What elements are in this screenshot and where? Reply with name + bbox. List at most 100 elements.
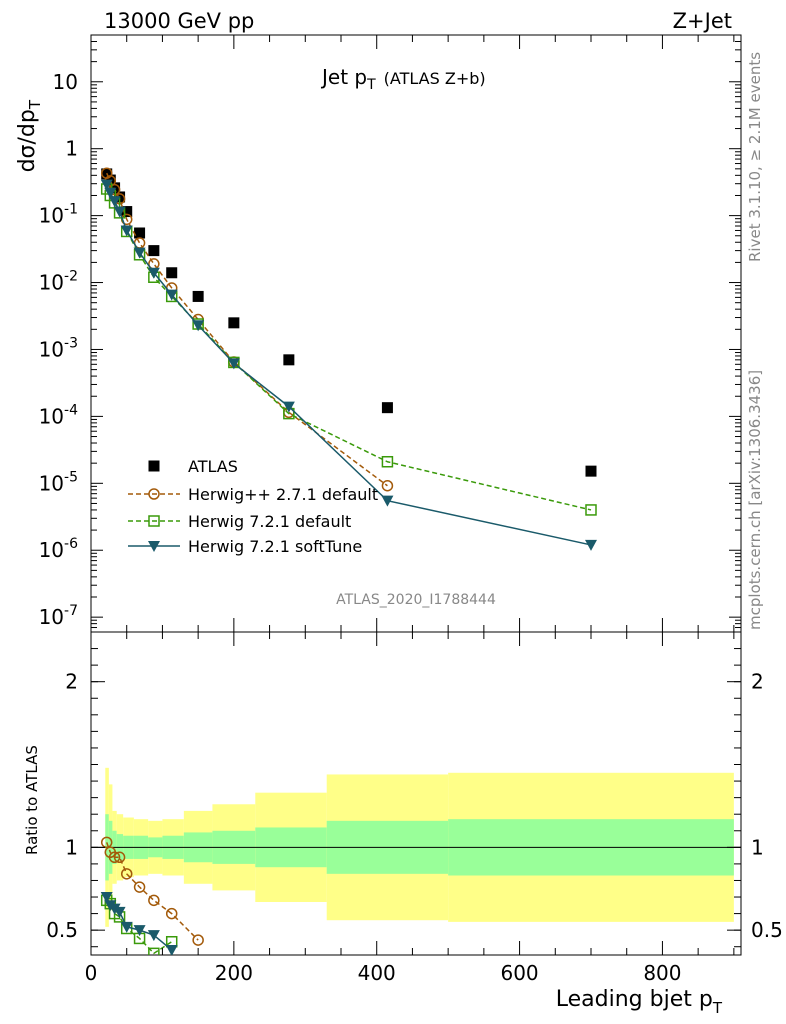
point-square	[585, 504, 597, 516]
legend-label: Herwig 7.2.1 softTune	[188, 537, 362, 556]
point-triangle	[165, 289, 178, 301]
ratio-point-triangle	[165, 945, 178, 955]
ratio-point-square	[148, 947, 160, 955]
legend-entry-circle: Herwig++ 2.7.1 default	[128, 485, 378, 504]
header-right: Z+Jet	[673, 9, 732, 33]
ratio-y-tick-label-right: 1	[751, 835, 764, 859]
tick-base: 10	[39, 404, 64, 428]
point-triangle	[113, 206, 126, 218]
legend-entry-data: ATLAS	[148, 457, 238, 476]
ratio-y-tick-label-right: 2	[751, 670, 764, 694]
tick-exponent: -4	[64, 402, 78, 418]
mcplots-label: mcplots.cern.ch [arXiv:1306.3436]	[746, 370, 764, 630]
ratio-series-circle	[100, 836, 204, 946]
main-y-tick-label: 10-2	[39, 269, 78, 295]
point-triangle	[227, 358, 240, 370]
point-data	[585, 465, 597, 477]
point-triangle	[192, 320, 205, 332]
rivet-label: Rivet 3.1.10, ≥ 2.1M events	[746, 52, 764, 262]
ratio-point-triangle	[113, 906, 126, 918]
main-title-sub: T	[366, 77, 376, 93]
main-y-tick-label: 10-4	[39, 402, 79, 428]
tick-base: 10	[39, 471, 64, 495]
point-triangle	[585, 539, 597, 551]
main-y-tick-label: 10	[53, 70, 78, 94]
point-triangle	[120, 225, 133, 237]
x-tick-label: 200	[215, 961, 253, 985]
legend-entry-square: Herwig 7.2.1 default	[128, 512, 351, 531]
ratio-panel-frame	[90, 631, 742, 956]
point-data	[121, 206, 133, 218]
ratio-point-triangle	[133, 925, 146, 937]
legend-label: Herwig 7.2.1 default	[188, 512, 351, 531]
ratio-point-circle	[120, 868, 133, 880]
ratio-point-triangle	[147, 930, 160, 942]
tick-base: 10	[39, 271, 64, 295]
tick-exponent: -3	[64, 335, 78, 351]
ratio-y-tick-label: 2	[65, 670, 78, 694]
point-data	[228, 317, 240, 329]
series-square	[100, 183, 597, 516]
point-data	[148, 245, 160, 257]
main-ylabel: dσ/dpT	[15, 99, 44, 172]
tick-exponent: -7	[64, 603, 78, 619]
series-line-square	[106, 188, 592, 511]
series-circle	[100, 167, 394, 492]
point-data	[381, 402, 393, 414]
main-y-tick-label: 10-7	[39, 603, 78, 629]
x-axis-label: Leading bjet pT	[556, 987, 723, 1017]
ratio-point-circle	[148, 894, 160, 907]
main-title: Jet pT (ATLAS Z+b)	[320, 65, 486, 93]
main-ylabel-sub: T	[26, 99, 44, 110]
ratio-point-circle	[133, 881, 146, 893]
legend-label: Herwig++ 2.7.1 default	[188, 485, 378, 504]
header-left: 13000 GeV pp	[104, 9, 254, 33]
tick-exponent: -2	[64, 269, 78, 285]
main-y-tick-label: 10-1	[39, 202, 78, 228]
ratio-y-tick-label: 1	[65, 835, 78, 859]
x-tick-label: 0	[85, 961, 98, 985]
x-axis-label-sub: T	[712, 999, 723, 1017]
main-y-tick-label: 10-6	[39, 536, 79, 562]
tick-base: 10	[39, 538, 64, 562]
point-data	[134, 227, 146, 239]
ratio-series-triangle	[100, 892, 178, 955]
point-circle	[381, 479, 394, 492]
series-line-circle	[106, 172, 388, 487]
point-data	[192, 290, 204, 302]
tick-base: 10	[39, 204, 64, 228]
point-square	[381, 455, 394, 468]
tick-base: 10	[39, 605, 64, 629]
ratio-point-triangle	[100, 892, 113, 904]
tick-exponent: -1	[64, 202, 78, 218]
point-triangle	[104, 187, 117, 199]
legend-marker-triangle	[148, 541, 160, 552]
ratio-panel: 0 200 400 600 800 0.5 0.5 1 1 2 2	[46, 631, 783, 985]
ratio-ylabel: Ratio to ATLAS	[23, 745, 41, 855]
tick-exponent: -5	[64, 469, 78, 485]
analysis-watermark: ATLAS_2020_I1788444	[336, 592, 496, 608]
main-y-tick-label: 10-3	[39, 335, 78, 361]
legend-entry-triangle: Herwig 7.2.1 softTune	[128, 537, 362, 556]
main-title-extra: (ATLAS Z+b)	[384, 69, 486, 88]
x-tick-label: 800	[643, 961, 681, 985]
legend: ATLAS Herwig++ 2.7.1 default Herwig 7.2.1 …	[128, 457, 378, 556]
ratio-point-circle	[165, 907, 178, 920]
tick-exponent: -6	[64, 536, 78, 552]
point-triangle	[108, 196, 121, 208]
series-triangle	[100, 179, 597, 551]
legend-label: ATLAS	[188, 457, 238, 476]
main-y-tick-label: 10-5	[39, 469, 78, 495]
tick-base: 10	[39, 337, 64, 361]
ratio-series	[100, 836, 204, 955]
x-tick-label: 600	[500, 961, 538, 985]
main-y-tick-label: 1	[65, 137, 78, 161]
x-axis-label-main: Leading bjet p	[556, 987, 713, 1012]
legend-marker-square	[148, 515, 160, 527]
x-tick-label: 400	[358, 961, 396, 985]
series-data	[101, 168, 597, 477]
ratio-point-circle	[100, 836, 113, 849]
main-ylabel-main: dσ/dp	[15, 109, 40, 172]
ratio-y-tick-label-right: 0.5	[751, 918, 783, 942]
